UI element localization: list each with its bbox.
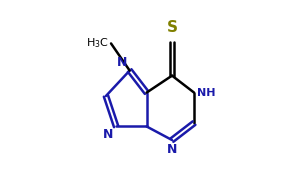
Text: S: S	[167, 20, 178, 35]
Text: NH: NH	[196, 88, 215, 98]
Text: $\mathregular{H_3C}$: $\mathregular{H_3C}$	[86, 37, 109, 50]
Text: N: N	[103, 128, 114, 141]
Text: N: N	[117, 56, 127, 69]
Text: N: N	[167, 143, 177, 156]
